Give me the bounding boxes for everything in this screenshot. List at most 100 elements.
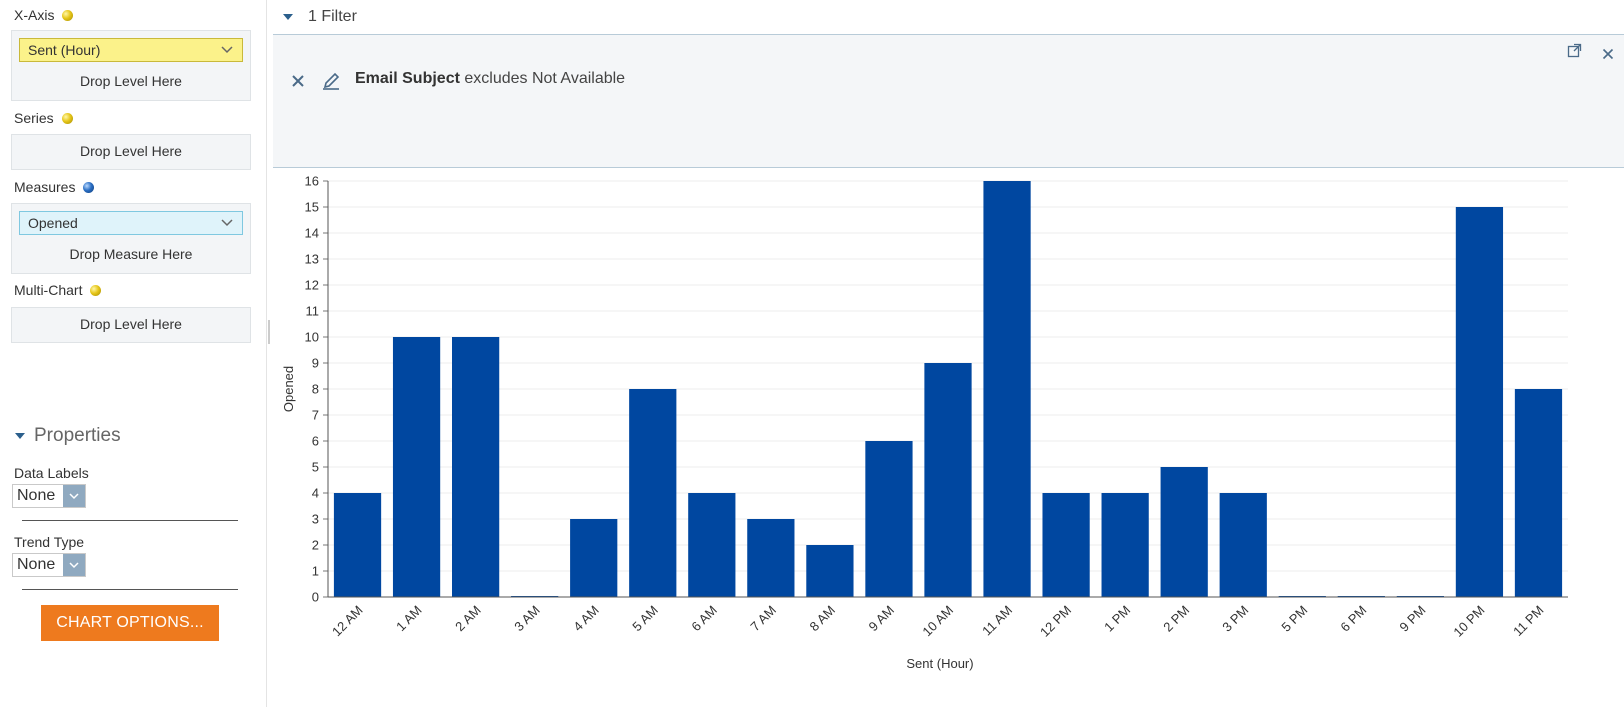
bar[interactable] (983, 181, 1031, 597)
filter-toggle[interactable]: 1 Filter (282, 8, 357, 26)
y-tick-label: 15 (305, 200, 319, 215)
x-tick-label: 5 PM (1278, 603, 1310, 635)
bar[interactable] (1160, 467, 1208, 597)
bar[interactable] (333, 493, 382, 597)
bar[interactable] (1042, 493, 1090, 597)
x-tick-label: 6 PM (1337, 603, 1369, 635)
y-tick-label: 10 (305, 330, 319, 345)
level-dot-icon (61, 112, 73, 124)
filter-condition: excludes Not Available (464, 70, 626, 87)
x-tick-label: 1 AM (393, 603, 425, 635)
measure-pill[interactable]: Opened (19, 211, 243, 235)
chevron-down-icon[interactable] (220, 42, 234, 56)
y-tick-label: 12 (305, 278, 319, 293)
x-tick-label: 2 PM (1160, 603, 1192, 635)
level-dot-icon (90, 284, 102, 296)
x-tick-label: 9 PM (1396, 603, 1428, 635)
filter-expression[interactable]: Email Subject excludes Not Available (355, 70, 625, 88)
bar[interactable] (688, 493, 736, 597)
bar[interactable] (865, 441, 913, 597)
series-label: Series (14, 110, 73, 126)
trend-type-label: Trend Type (14, 534, 85, 550)
y-tick-label: 0 (312, 590, 319, 605)
caret-down-icon[interactable] (282, 12, 294, 22)
y-tick-label: 7 (312, 408, 319, 423)
x-axis-drop-zone[interactable]: Sent (Hour) Drop Level Here (11, 30, 251, 101)
x-axis-label: X-Axis (14, 7, 74, 23)
x-tick-label: 10 AM (919, 603, 956, 640)
filter-panel: Email Subject excludes Not Available (273, 34, 1624, 168)
chevron-down-icon[interactable] (63, 554, 85, 576)
measures-label: Measures (14, 179, 95, 195)
bar[interactable] (1455, 207, 1504, 597)
x-tick-label: 11 PM (1510, 603, 1546, 639)
close-icon[interactable] (1602, 48, 1614, 60)
y-tick-label: 8 (312, 382, 319, 397)
bar[interactable] (1219, 493, 1267, 597)
bar[interactable] (1101, 493, 1149, 597)
multi-chart-drop-text: Drop Level Here (80, 316, 182, 332)
data-labels-select[interactable]: None (12, 484, 86, 508)
y-tick-label: 5 (312, 460, 319, 475)
x-tick-label: 10 PM (1450, 603, 1487, 640)
chevron-down-icon[interactable] (220, 215, 234, 229)
bar[interactable] (452, 337, 500, 597)
left-panel: X-Axis Sent (Hour) Drop Level Here Serie… (0, 0, 267, 707)
pencil-icon[interactable] (321, 71, 341, 91)
y-tick-label: 2 (312, 538, 319, 553)
measures-drop-zone[interactable]: Opened Drop Measure Here (11, 203, 251, 274)
y-tick-label: 4 (312, 486, 319, 501)
y-tick-label: 14 (305, 226, 319, 241)
panel-splitter[interactable] (268, 320, 270, 344)
level-dot-icon (62, 9, 74, 21)
bar[interactable] (1514, 389, 1563, 597)
x-tick-label: 12 AM (329, 603, 366, 640)
x-tick-label: 8 AM (806, 603, 838, 635)
x-tick-label: 3 PM (1219, 603, 1251, 635)
x-axis-drop-text: Drop Level Here (80, 73, 182, 89)
chart-options-button[interactable]: CHART OPTIONS... (41, 605, 219, 641)
bar[interactable] (747, 519, 795, 597)
y-tick-label: 3 (312, 512, 319, 527)
bar[interactable] (629, 389, 677, 597)
close-icon[interactable] (291, 74, 305, 88)
y-axis-title: Opened (281, 366, 296, 412)
y-tick-label: 6 (312, 434, 319, 449)
x-tick-label: 11 AM (979, 603, 1015, 639)
trend-type-select[interactable]: None (12, 553, 86, 577)
multi-chart-drop-zone[interactable]: Drop Level Here (11, 307, 251, 343)
x-tick-label: 3 AM (511, 603, 543, 635)
x-axis-title: Sent (Hour) (906, 656, 973, 671)
properties-header[interactable]: Properties (14, 425, 121, 447)
series-drop-text: Drop Level Here (80, 143, 182, 159)
bar[interactable] (924, 363, 972, 597)
x-tick-label: 6 AM (688, 603, 720, 635)
bar[interactable] (392, 337, 441, 597)
gridlines (328, 180, 1568, 572)
y-tick-label: 9 (312, 356, 319, 371)
x-tick-label: 4 AM (570, 603, 602, 635)
multi-chart-label: Multi-Chart (14, 282, 102, 298)
x-tick-label: 12 PM (1037, 603, 1074, 640)
y-tick-label: 1 (312, 564, 319, 579)
divider (22, 589, 238, 590)
x-tick-label: 9 AM (866, 603, 898, 635)
measure-dot-icon (83, 181, 95, 193)
x-tick-label: 2 AM (452, 603, 484, 635)
y-tick-label: 11 (306, 304, 320, 319)
bar[interactable] (806, 545, 854, 597)
measures-drop-text: Drop Measure Here (69, 246, 193, 262)
data-labels-label: Data Labels (14, 465, 89, 481)
bar[interactable] (570, 519, 618, 597)
x-axis-level-pill[interactable]: Sent (Hour) (19, 38, 243, 62)
y-tick-label: 16 (305, 174, 319, 189)
chevron-down-icon[interactable] (63, 485, 85, 507)
y-tick-label: 13 (305, 252, 319, 267)
caret-down-icon[interactable] (14, 431, 26, 441)
x-tick-label: 1 PM (1101, 603, 1133, 635)
bars (333, 181, 1563, 597)
x-tick-label: 5 AM (629, 603, 661, 635)
series-drop-zone[interactable]: Drop Level Here (11, 134, 251, 170)
popout-icon[interactable] (1567, 43, 1582, 58)
